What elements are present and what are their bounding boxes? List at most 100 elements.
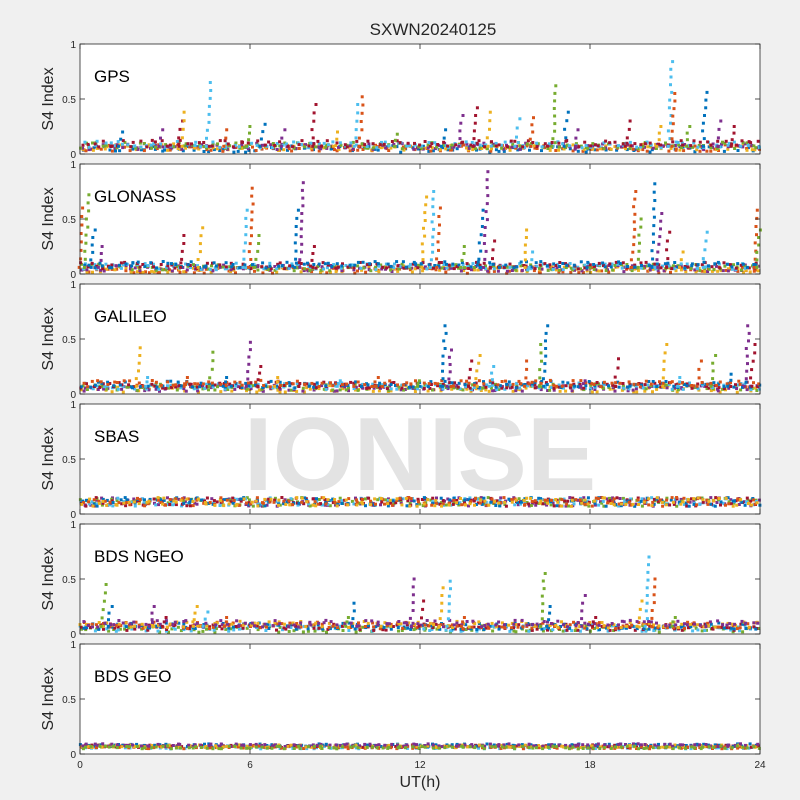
spike-point	[310, 128, 314, 132]
data-point	[540, 145, 544, 149]
data-point	[210, 264, 213, 268]
data-point	[250, 623, 254, 627]
data-point	[604, 139, 608, 143]
data-point	[500, 380, 504, 383]
data-point	[213, 388, 217, 392]
data-point	[125, 498, 129, 502]
data-point	[228, 382, 232, 386]
spike-point	[616, 366, 620, 370]
data-point	[498, 499, 502, 503]
spike-point	[576, 128, 580, 132]
data-point	[535, 385, 539, 389]
data-point	[568, 385, 572, 389]
data-point	[617, 260, 621, 264]
spike-point	[529, 144, 533, 148]
spike-point	[137, 369, 140, 373]
data-point	[418, 502, 422, 506]
data-point	[233, 380, 237, 384]
data-point	[239, 386, 242, 390]
data-point	[489, 149, 493, 153]
data-point	[701, 500, 705, 504]
data-point	[281, 628, 284, 632]
data-point	[637, 503, 640, 506]
data-point	[537, 624, 541, 628]
data-point	[218, 504, 222, 507]
data-point	[715, 146, 719, 150]
data-point	[444, 270, 448, 274]
data-point	[461, 263, 465, 267]
data-point	[487, 389, 491, 393]
data-point	[735, 627, 739, 631]
data-point	[218, 149, 222, 153]
spike-point	[632, 220, 636, 224]
data-point	[219, 383, 223, 386]
data-point	[204, 267, 208, 271]
data-point	[261, 501, 265, 505]
data-point	[389, 389, 393, 393]
spike-point	[701, 257, 705, 261]
data-point	[178, 138, 182, 142]
data-point	[202, 271, 206, 275]
data-point	[460, 261, 464, 264]
data-point	[376, 148, 380, 152]
spike-point	[711, 369, 715, 373]
spike-point	[672, 107, 676, 111]
data-point	[649, 382, 653, 386]
data-point	[282, 499, 286, 503]
data-point	[602, 383, 606, 387]
data-point	[646, 383, 650, 387]
data-point	[485, 383, 489, 387]
data-point	[196, 389, 200, 393]
spike-point	[248, 125, 252, 128]
data-point	[166, 267, 170, 271]
data-point	[608, 262, 612, 266]
data-point	[711, 504, 715, 508]
spike-point	[752, 265, 756, 269]
data-point	[220, 500, 224, 504]
data-point	[178, 384, 182, 388]
data-point	[288, 503, 292, 507]
data-point	[418, 143, 422, 147]
data-point	[401, 145, 405, 149]
data-point	[709, 622, 713, 626]
data-point	[605, 497, 609, 501]
data-point	[199, 267, 203, 271]
data-point	[126, 143, 130, 147]
spike-point	[256, 378, 260, 382]
data-point	[303, 267, 307, 271]
data-point	[174, 500, 178, 504]
data-point	[340, 381, 344, 385]
data-point	[182, 625, 186, 629]
data-point	[587, 504, 591, 508]
data-point	[321, 627, 325, 631]
spike-point	[553, 99, 557, 103]
spike-point	[652, 215, 656, 219]
data-point	[158, 389, 161, 393]
data-point	[101, 384, 104, 388]
scatter-points	[77, 170, 762, 275]
spike-point	[742, 384, 746, 388]
data-point	[244, 381, 248, 385]
data-point	[749, 141, 753, 145]
data-point	[296, 141, 300, 145]
data-point	[741, 630, 745, 634]
data-point	[717, 386, 721, 390]
spike-point	[300, 188, 304, 192]
spike-point	[180, 257, 184, 261]
spike-point	[392, 144, 396, 148]
spike-point	[523, 265, 527, 269]
data-point	[556, 262, 560, 266]
data-point	[287, 147, 291, 151]
spike-point	[473, 121, 477, 125]
spike-point	[565, 119, 569, 123]
data-point	[745, 388, 749, 392]
data-point	[752, 144, 756, 148]
y-axis-label: S4 Index	[40, 427, 57, 490]
data-point	[301, 389, 305, 393]
data-point	[449, 264, 453, 268]
data-point	[662, 144, 665, 148]
data-point	[573, 147, 577, 151]
data-point	[116, 625, 120, 629]
data-point	[177, 497, 181, 501]
data-point	[611, 383, 615, 387]
